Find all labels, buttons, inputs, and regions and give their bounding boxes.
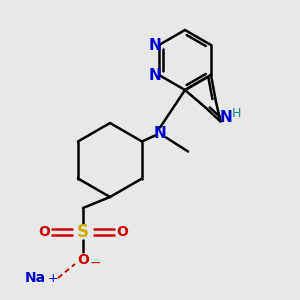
Text: N: N: [148, 38, 161, 52]
Text: O: O: [77, 253, 89, 267]
Text: S: S: [77, 223, 89, 241]
Text: N: N: [154, 126, 166, 141]
Text: O: O: [116, 225, 128, 239]
Text: O: O: [38, 225, 50, 239]
Text: +: +: [48, 272, 58, 284]
Text: N: N: [220, 110, 233, 125]
Text: −: −: [89, 256, 101, 270]
Text: N: N: [148, 68, 161, 82]
Text: H: H: [232, 107, 241, 120]
Text: Na: Na: [24, 271, 46, 285]
